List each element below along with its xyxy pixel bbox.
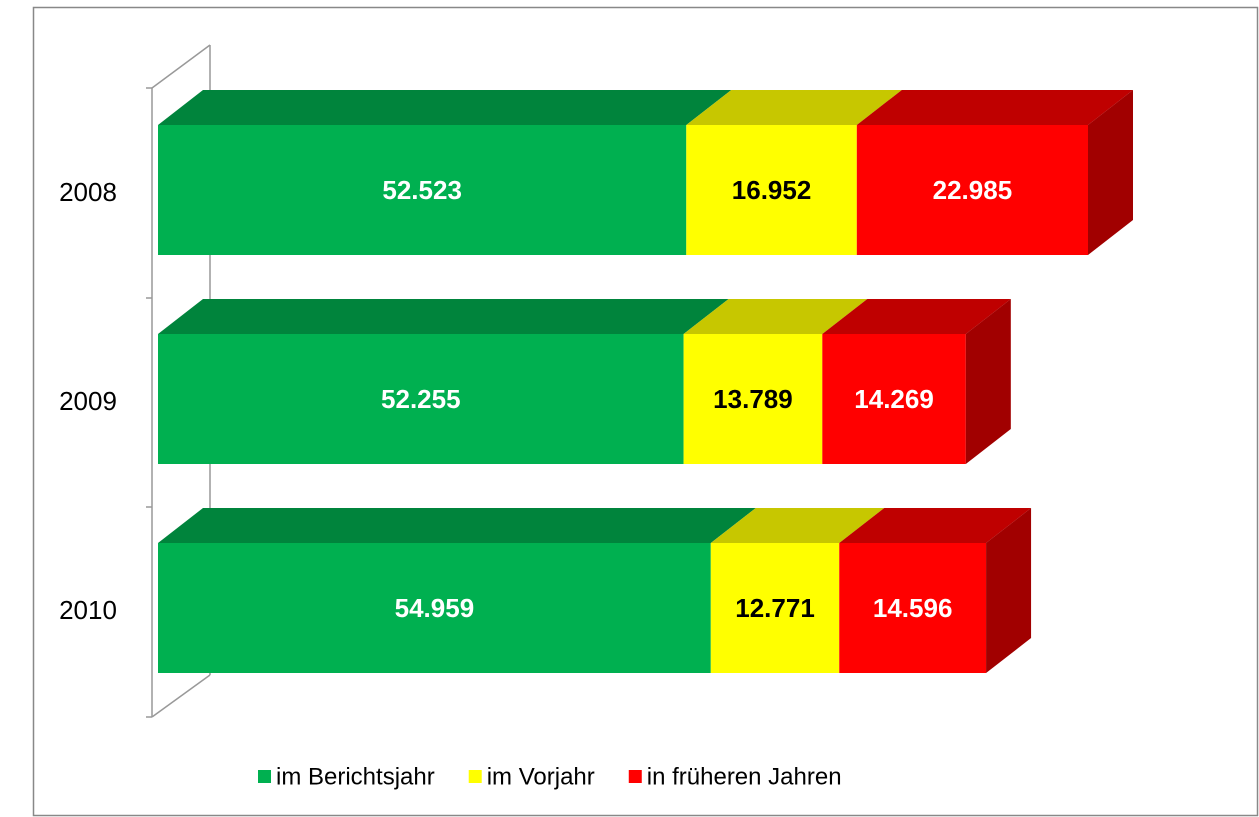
data-label: 16.952 xyxy=(732,175,812,205)
y-tick-label: 2009 xyxy=(59,386,117,416)
data-label: 52.255 xyxy=(381,384,461,414)
bar xyxy=(158,334,684,464)
bar xyxy=(710,543,840,673)
bar-top xyxy=(158,299,729,334)
bar-top xyxy=(856,90,1133,125)
bar xyxy=(839,543,987,673)
data-label: 14.269 xyxy=(854,384,934,414)
y-tick-label: 2010 xyxy=(59,595,117,625)
data-label: 54.959 xyxy=(395,593,475,623)
y-tick-label: 2008 xyxy=(59,177,117,207)
legend-swatch xyxy=(468,770,482,783)
bar-side xyxy=(1088,90,1133,255)
data-label: 52.523 xyxy=(382,175,462,205)
bar xyxy=(856,125,1088,255)
legend-swatch xyxy=(628,770,642,783)
data-label: 13.789 xyxy=(713,384,793,414)
data-label: 22.985 xyxy=(933,175,1013,205)
bar xyxy=(683,334,823,464)
bar-top xyxy=(686,90,902,125)
bar xyxy=(686,125,857,255)
legend-label: im Berichtsjahr xyxy=(276,763,435,790)
bar-top xyxy=(158,90,732,125)
bar xyxy=(158,125,687,255)
bar xyxy=(158,543,711,673)
bar-top xyxy=(839,508,1032,543)
data-label: 14.596 xyxy=(873,593,953,623)
bar-side xyxy=(986,508,1032,673)
bar-top xyxy=(158,508,756,543)
legend-label: im Vorjahr xyxy=(487,763,595,790)
bar xyxy=(822,334,966,464)
legend-swatch xyxy=(258,770,271,783)
bar-side xyxy=(965,299,1011,464)
legend-label: in früheren Jahren xyxy=(647,763,842,790)
bar-top xyxy=(822,299,1011,334)
bar-top xyxy=(710,508,885,543)
data-label: 12.771 xyxy=(735,593,815,623)
bar-top xyxy=(683,299,868,334)
